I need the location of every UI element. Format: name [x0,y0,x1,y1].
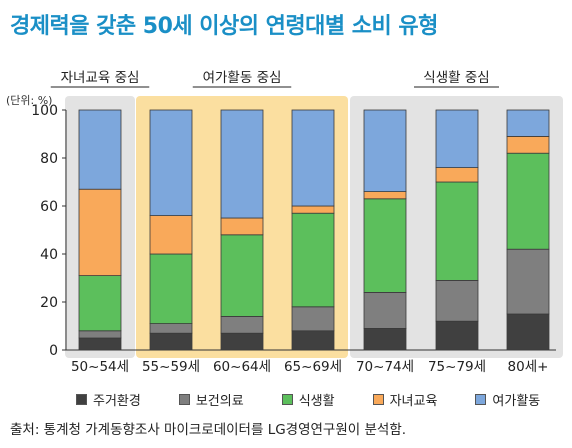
bar-segment [291,205,335,214]
legend-item: 자녀교육 [372,390,438,409]
bar-segment [363,198,407,293]
source-note: 출처: 통계청 가계동향조사 마이크로데이터를 LG경영연구원이 분석함. [10,422,407,438]
y-tick-label: 40 [40,247,58,263]
bar-segment [506,135,550,154]
group-label: 식생활 중심 [423,70,489,86]
legend-label: 보건의료 [195,394,244,409]
legend-label: 주거환경 [93,394,141,409]
bar-segment [291,306,335,332]
bar-segment [363,191,407,200]
bar-segment [506,109,550,137]
legend-swatch [76,394,87,405]
legend-item: 식생활 [281,390,335,409]
x-tick-labels: 50~54세 55~59세 60~64세 65~69세 70~74세 75~79세 80세+ [71,359,549,375]
bar-segment [506,313,550,351]
bar-segment [78,337,122,351]
bar-segment [220,332,264,351]
bar-segment [363,109,407,192]
bar-segment [220,315,264,334]
bar-segment [291,330,335,351]
bar-segment [149,253,193,324]
bars [78,109,550,351]
legend-swatch [372,394,384,405]
bar-segment [149,323,193,334]
group-labels: 자녀교육 중심 여가활동 중심 식생활 중심 [50,70,499,88]
bar-segment [78,188,122,276]
x-tick-label: 65~69세 [284,359,342,375]
legend-label: 식생활 [298,394,335,409]
bar-segment [506,248,550,315]
bar-segment [435,109,479,168]
bar-segment [291,109,335,207]
y-tick-label: 60 [40,199,58,215]
legend: 주거환경 보건의료 식생활 자녀교육 여가활동 [76,390,540,409]
bar-segment [435,279,479,322]
bar-segment [78,330,122,339]
bar-segment [363,291,407,329]
legend-swatch [475,394,487,405]
bar-segment [149,215,193,255]
legend-swatch [178,394,190,405]
legend-label: 여가활동 [492,394,541,409]
bar-segment [220,234,264,317]
y-axis-unit: (단위: %) [6,94,52,107]
bar-segment [435,167,479,183]
x-tick-label: 60~64세 [213,359,271,375]
x-tick-label: 50~54세 [71,359,129,375]
bar-segment [506,152,550,250]
x-tick-label: 70~74세 [356,359,414,375]
bar-segment [363,327,407,351]
x-tick-label: 80세+ [508,359,549,375]
legend-item: 주거환경 [76,390,141,409]
y-tick-label: 100 [31,103,58,119]
bar-segment [435,181,479,281]
group-label: 여가활동 중심 [203,70,282,86]
bar-segment [149,332,193,351]
legend-swatch [281,394,293,405]
legend-item: 여가활동 [475,390,540,409]
bar-segment [291,212,335,308]
legend-label: 자녀교육 [389,394,438,409]
x-tick-label: 75~79세 [428,359,486,375]
bar-segment [149,109,193,216]
bar-segment [220,217,264,236]
y-tick-label: 0 [49,343,58,359]
bar-segment [78,275,122,332]
group-label: 자녀교육 중심 [61,70,140,86]
bar-segment [78,109,122,190]
bar-segment [435,320,479,351]
legend-item: 보건의료 [178,390,244,409]
bar-segment [220,109,264,219]
y-tick-label: 20 [40,295,58,311]
y-tick-label: 80 [40,151,58,167]
chart-title: 경제력을 갖춘 50세 이상의 연령대별 소비 유형 [10,14,438,39]
x-tick-label: 55~59세 [142,359,200,375]
y-axis: (단위: %) 0 20 40 60 80 100 [6,94,556,359]
